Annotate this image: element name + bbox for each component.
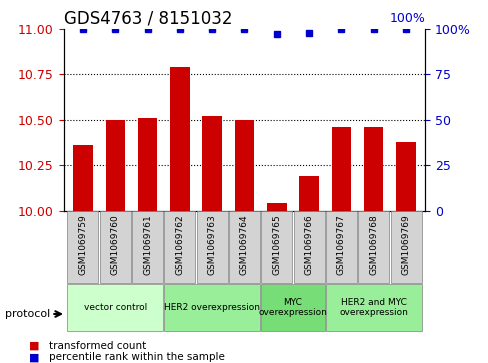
- Bar: [67, 284, 163, 331]
- Bar: [196, 211, 227, 283]
- Bar: [396, 142, 415, 211]
- Bar: [266, 203, 286, 211]
- Bar: [100, 211, 130, 283]
- Text: transformed count: transformed count: [49, 340, 146, 351]
- Text: GSM1069765: GSM1069765: [272, 214, 281, 275]
- Bar: [299, 176, 318, 211]
- Text: GSM1069766: GSM1069766: [304, 214, 313, 275]
- Bar: [390, 211, 421, 283]
- Text: HER2 and MYC
overexpression: HER2 and MYC overexpression: [339, 298, 407, 317]
- Text: HER2 overexpression: HER2 overexpression: [164, 303, 260, 312]
- Bar: [73, 145, 92, 211]
- Text: MYC
overexpression: MYC overexpression: [258, 298, 327, 317]
- Bar: [234, 120, 254, 211]
- Text: GSM1069759: GSM1069759: [78, 214, 87, 275]
- Bar: [363, 127, 383, 211]
- Bar: [293, 211, 324, 283]
- Bar: [202, 116, 222, 211]
- Text: GDS4763 / 8151032: GDS4763 / 8151032: [63, 9, 232, 28]
- Text: GSM1069768: GSM1069768: [368, 214, 377, 275]
- Bar: [105, 120, 125, 211]
- Text: GSM1069767: GSM1069767: [336, 214, 345, 275]
- Bar: [67, 211, 98, 283]
- Text: vector control: vector control: [83, 303, 146, 312]
- Bar: [170, 67, 189, 211]
- Text: GSM1069769: GSM1069769: [401, 214, 410, 275]
- Text: percentile rank within the sample: percentile rank within the sample: [49, 352, 224, 362]
- Text: protocol: protocol: [5, 309, 50, 319]
- Bar: [164, 211, 195, 283]
- Bar: [331, 127, 350, 211]
- Text: GSM1069764: GSM1069764: [240, 214, 248, 275]
- Bar: [228, 211, 260, 283]
- Text: GSM1069762: GSM1069762: [175, 214, 184, 275]
- Text: GSM1069760: GSM1069760: [111, 214, 120, 275]
- Text: ■: ■: [29, 340, 40, 351]
- Bar: [138, 118, 157, 211]
- Text: ■: ■: [29, 352, 40, 362]
- Bar: [325, 211, 356, 283]
- Text: GSM1069761: GSM1069761: [143, 214, 152, 275]
- Bar: [358, 211, 388, 283]
- Text: GSM1069763: GSM1069763: [207, 214, 216, 275]
- Bar: [325, 284, 421, 331]
- Bar: [132, 211, 163, 283]
- Text: 100%: 100%: [389, 12, 425, 25]
- Bar: [164, 284, 260, 331]
- Bar: [261, 284, 324, 331]
- Bar: [261, 211, 292, 283]
